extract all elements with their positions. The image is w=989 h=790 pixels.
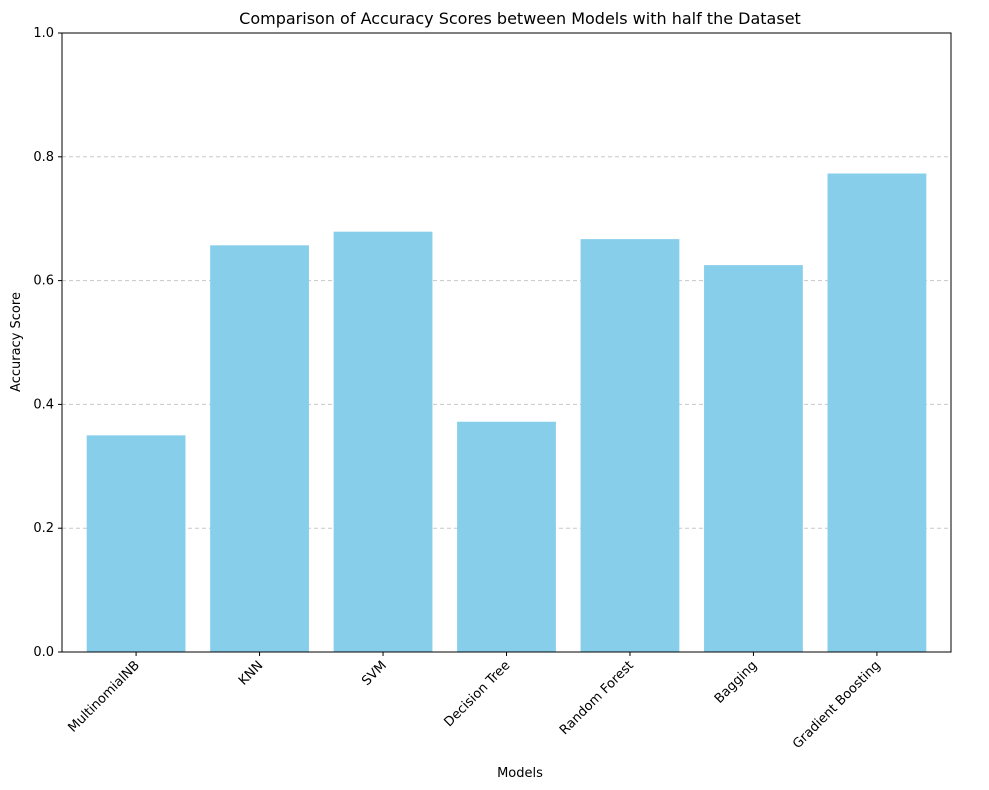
y-tick-label: 0.0 [33, 645, 54, 660]
x-tick-label: Random Forest [557, 658, 637, 738]
bars [86, 173, 927, 652]
chart-title: Comparison of Accuracy Scores between Mo… [239, 9, 801, 28]
x-tick-label: KNN [236, 658, 266, 688]
y-tick-label: 0.4 [33, 397, 54, 412]
x-tick-label: Bagging [712, 658, 760, 706]
x-axis-label: Models [497, 766, 543, 781]
x-tick-label: SVM [359, 658, 390, 689]
x-tick-label: MultinomialNB [66, 658, 143, 735]
x-tick-label: Gradient Boosting [790, 658, 884, 752]
y-tick-label: 0.8 [33, 150, 54, 165]
y-tick-label: 0.6 [33, 274, 54, 289]
bar-decision-tree [457, 421, 556, 652]
y-axis-label: Accuracy Score [9, 292, 24, 392]
bar-knn [210, 245, 309, 652]
y-tick-label: 0.2 [33, 521, 54, 536]
bar-multinomialnb [86, 435, 186, 652]
x-tick-label: Decision Tree [442, 658, 514, 730]
bar-random-forest [580, 239, 680, 652]
bar-gradient-boosting [827, 173, 927, 652]
y-tick-label: 1.0 [33, 26, 54, 41]
bar-bagging [704, 265, 803, 652]
bar-svm [333, 231, 433, 652]
